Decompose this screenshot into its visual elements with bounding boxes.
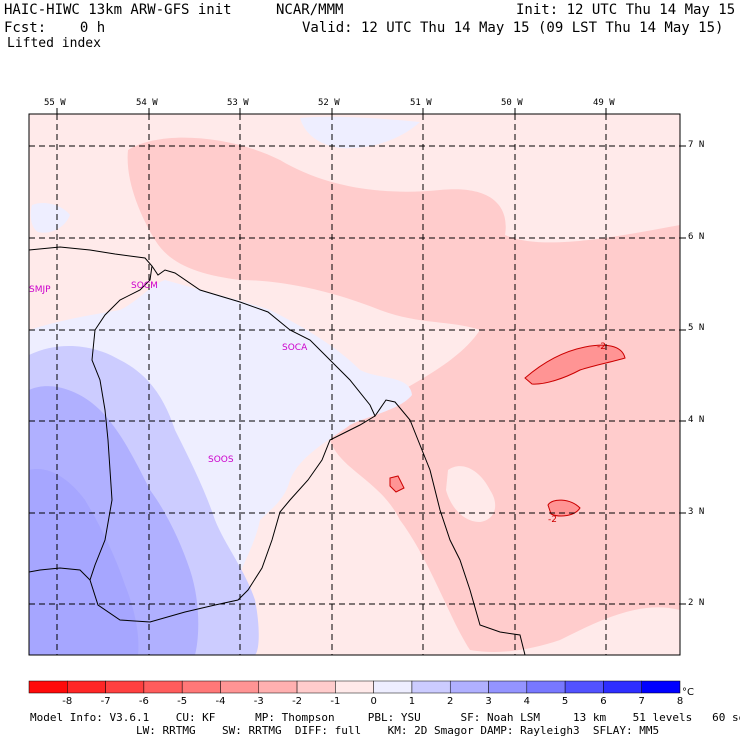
shade-region-positive-1 — [300, 116, 420, 149]
colorbar: -8 -7 -6 -5 -4 -3 -2 -1 0 1 2 3 4 5 6 7 8°C — [28, 680, 694, 707]
colorbar-swatch — [28, 680, 68, 694]
colorbar-swatch — [449, 680, 489, 694]
colorbar-swatch — [258, 680, 298, 694]
colorbar-swatch — [411, 680, 451, 694]
colorbar-label: 8 — [677, 696, 683, 707]
lat-label: 3 N — [688, 507, 705, 517]
colorbar-label: 4 — [524, 696, 530, 707]
contour-minus2-c — [389, 475, 405, 493]
colorbar-label: -7 — [101, 696, 111, 707]
model-title: HAIC-HIWC 13km ARW-GFS init — [4, 2, 232, 18]
shade-region-positive-1 — [30, 203, 70, 233]
lat-label: 4 N — [688, 415, 705, 425]
colorbar-swatch — [143, 680, 183, 694]
init-time: Init: 12 UTC Thu 14 May 15 — [516, 2, 736, 18]
colorbar-swatch — [603, 680, 642, 694]
station-label: SMJP — [29, 285, 51, 295]
colorbar-label: -6 — [139, 696, 149, 707]
colorbar-swatch — [181, 680, 221, 694]
forecast-hour: Fcst: 0 h — [4, 20, 106, 36]
lon-label: 55 W — [44, 98, 66, 108]
lon-label: 51 W — [410, 98, 432, 108]
lat-lon-grid — [29, 114, 680, 655]
map-ticks — [56, 108, 686, 605]
contour-minus2-a — [524, 344, 626, 385]
contour-label: -2 — [597, 342, 606, 352]
colorbar-label: 3 — [485, 696, 491, 707]
lon-label: 54 W — [136, 98, 158, 108]
colorbar-swatch — [296, 680, 336, 694]
colorbar-swatch — [526, 680, 566, 694]
org-label: NCAR/MMM — [276, 2, 344, 18]
colorbar-swatch — [220, 680, 260, 694]
border — [89, 265, 153, 581]
colorbar-label: 0 — [370, 696, 376, 707]
colorbar-label: 7 — [639, 696, 645, 707]
contour-minus2-b — [547, 499, 581, 517]
model-info-line1: Model Info: V3.6.1 CU: KF MP: Thompson P… — [30, 711, 740, 724]
shade-region-pale — [446, 466, 496, 522]
colorbar-swatch — [564, 680, 604, 694]
lon-label: 50 W — [501, 98, 523, 108]
lat-label: 7 N — [688, 140, 705, 150]
colorbar-label: -8 — [62, 696, 72, 707]
map-frame — [28, 113, 681, 656]
colorbar-swatch — [373, 680, 413, 694]
lat-label: 5 N — [688, 323, 705, 333]
valid-time: Valid: 12 UTC Thu 14 May 15 (09 LST Thu … — [302, 20, 724, 36]
station-label: SOCM — [131, 281, 158, 291]
colorbar-label: 6 — [600, 696, 606, 707]
colorbar-swatch — [488, 680, 528, 694]
colorbar-label: 5 — [562, 696, 568, 707]
station-label: SOOS — [208, 455, 234, 465]
model-info-line2: LW: RRTMG SW: RRTMG DIFF: full KM: 2D Sm… — [30, 724, 660, 737]
colorbar-swatch — [641, 680, 681, 694]
colorbar-swatch — [67, 680, 106, 694]
colorbar-label: 1 — [409, 696, 415, 707]
lon-label: 49 W — [593, 98, 615, 108]
colorbar-label: -2 — [292, 696, 302, 707]
station-label: SOCA — [282, 343, 308, 353]
colorbar-label: 2 — [447, 696, 453, 707]
colorbar-unit: °C — [682, 687, 694, 698]
colorbar-label: -1 — [330, 696, 340, 707]
colorbar-swatch — [335, 680, 374, 694]
border — [29, 415, 376, 623]
colorbar-label: -4 — [215, 696, 225, 707]
field-name: Lifted index — [7, 36, 101, 51]
colorbar-swatch — [105, 680, 145, 694]
contour-label: -2 — [548, 515, 557, 525]
lon-label: 52 W — [318, 98, 340, 108]
lat-label: 6 N — [688, 232, 705, 242]
lon-label: 53 W — [227, 98, 249, 108]
shade-region-positive-4 — [29, 469, 139, 655]
lat-label: 2 N — [688, 598, 705, 608]
colorbar-label: -3 — [254, 696, 264, 707]
colorbar-label: -5 — [177, 696, 187, 707]
